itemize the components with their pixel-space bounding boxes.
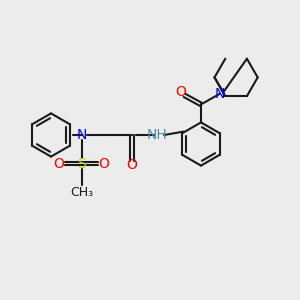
Text: N: N — [214, 87, 225, 101]
Text: N: N — [76, 128, 87, 142]
Text: S: S — [77, 157, 86, 170]
Text: CH₃: CH₃ — [70, 186, 93, 199]
Text: O: O — [176, 85, 186, 99]
Text: O: O — [99, 157, 110, 170]
Text: O: O — [54, 157, 64, 170]
Text: NH: NH — [147, 128, 168, 142]
Text: O: O — [127, 158, 137, 172]
